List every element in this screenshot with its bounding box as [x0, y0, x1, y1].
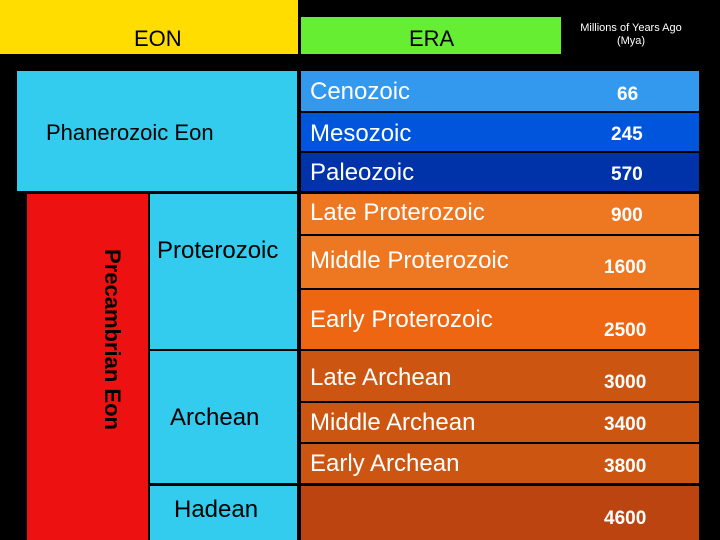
mya-value: 4600: [604, 508, 647, 529]
proterozoic-eon-cell: Proterozoic: [150, 194, 297, 349]
mya-value: 66: [617, 84, 639, 105]
era-label: Middle Archean: [310, 409, 476, 436]
hadean-eon-cell: Hadean: [150, 486, 297, 540]
header-mya-label: Millions of Years Ago (Mya): [580, 22, 682, 47]
header-era-cell: ERA: [301, 17, 561, 54]
era-label: Paleozoic: [310, 159, 415, 186]
era-hadean-cell: 4600: [301, 486, 699, 540]
era-label: Mesozoic: [310, 120, 412, 147]
era-label: Late Proterozoic: [310, 199, 485, 226]
era-middle-archean-cell: Middle Archean 3400: [301, 403, 699, 442]
era-late-proterozoic-cell: Late Proterozoic 900: [301, 194, 699, 234]
era-cenozoic-cell: Cenozoic 66: [301, 71, 699, 111]
mya-value: 3000: [604, 372, 647, 393]
archean-eon-cell: Archean: [150, 351, 297, 483]
phanerozoic-eon-cell: Phanerozoic Eon: [17, 71, 297, 191]
era-label: Middle Proterozoic: [310, 247, 509, 274]
header-eon-label: EON: [134, 26, 182, 51]
header-eon-cell: EON: [0, 0, 298, 54]
proterozoic-eon-label: Proterozoic: [157, 237, 279, 264]
era-mesozoic-cell: Mesozoic 245: [301, 113, 699, 151]
era-middle-proterozoic-cell: Middle Proterozoic 1600: [301, 236, 699, 288]
archean-eon-label: Archean: [170, 404, 260, 431]
era-label: Early Archean: [310, 450, 460, 477]
hadean-eon-label: Hadean: [174, 496, 259, 523]
mya-value: 3400: [604, 414, 647, 435]
mya-value: 3800: [604, 456, 647, 477]
mya-value: 900: [611, 205, 643, 226]
era-early-proterozoic-cell: Early Proterozoic 2500: [301, 290, 699, 349]
mya-value: 570: [611, 164, 643, 185]
header-mya-cell: Millions of Years Ago (Mya): [563, 14, 699, 58]
precambrian-eon-label: Precambrian Eon: [100, 249, 125, 430]
mya-value: 2500: [604, 320, 647, 341]
precambrian-eon-cell: Precambrian Eon: [27, 194, 148, 540]
mya-value: 245: [611, 124, 643, 145]
era-early-archean-cell: Early Archean 3800: [301, 444, 699, 483]
header-era-label: ERA: [409, 26, 455, 51]
era-late-archean-cell: Late Archean 3000: [301, 351, 699, 401]
phanerozoic-eon-label: Phanerozoic Eon: [46, 120, 214, 145]
era-label: Cenozoic: [310, 78, 411, 105]
era-label: Early Proterozoic: [310, 306, 493, 333]
mya-value: 1600: [604, 257, 647, 278]
era-paleozoic-cell: Paleozoic 570: [301, 153, 699, 191]
era-label: Late Archean: [310, 364, 452, 391]
